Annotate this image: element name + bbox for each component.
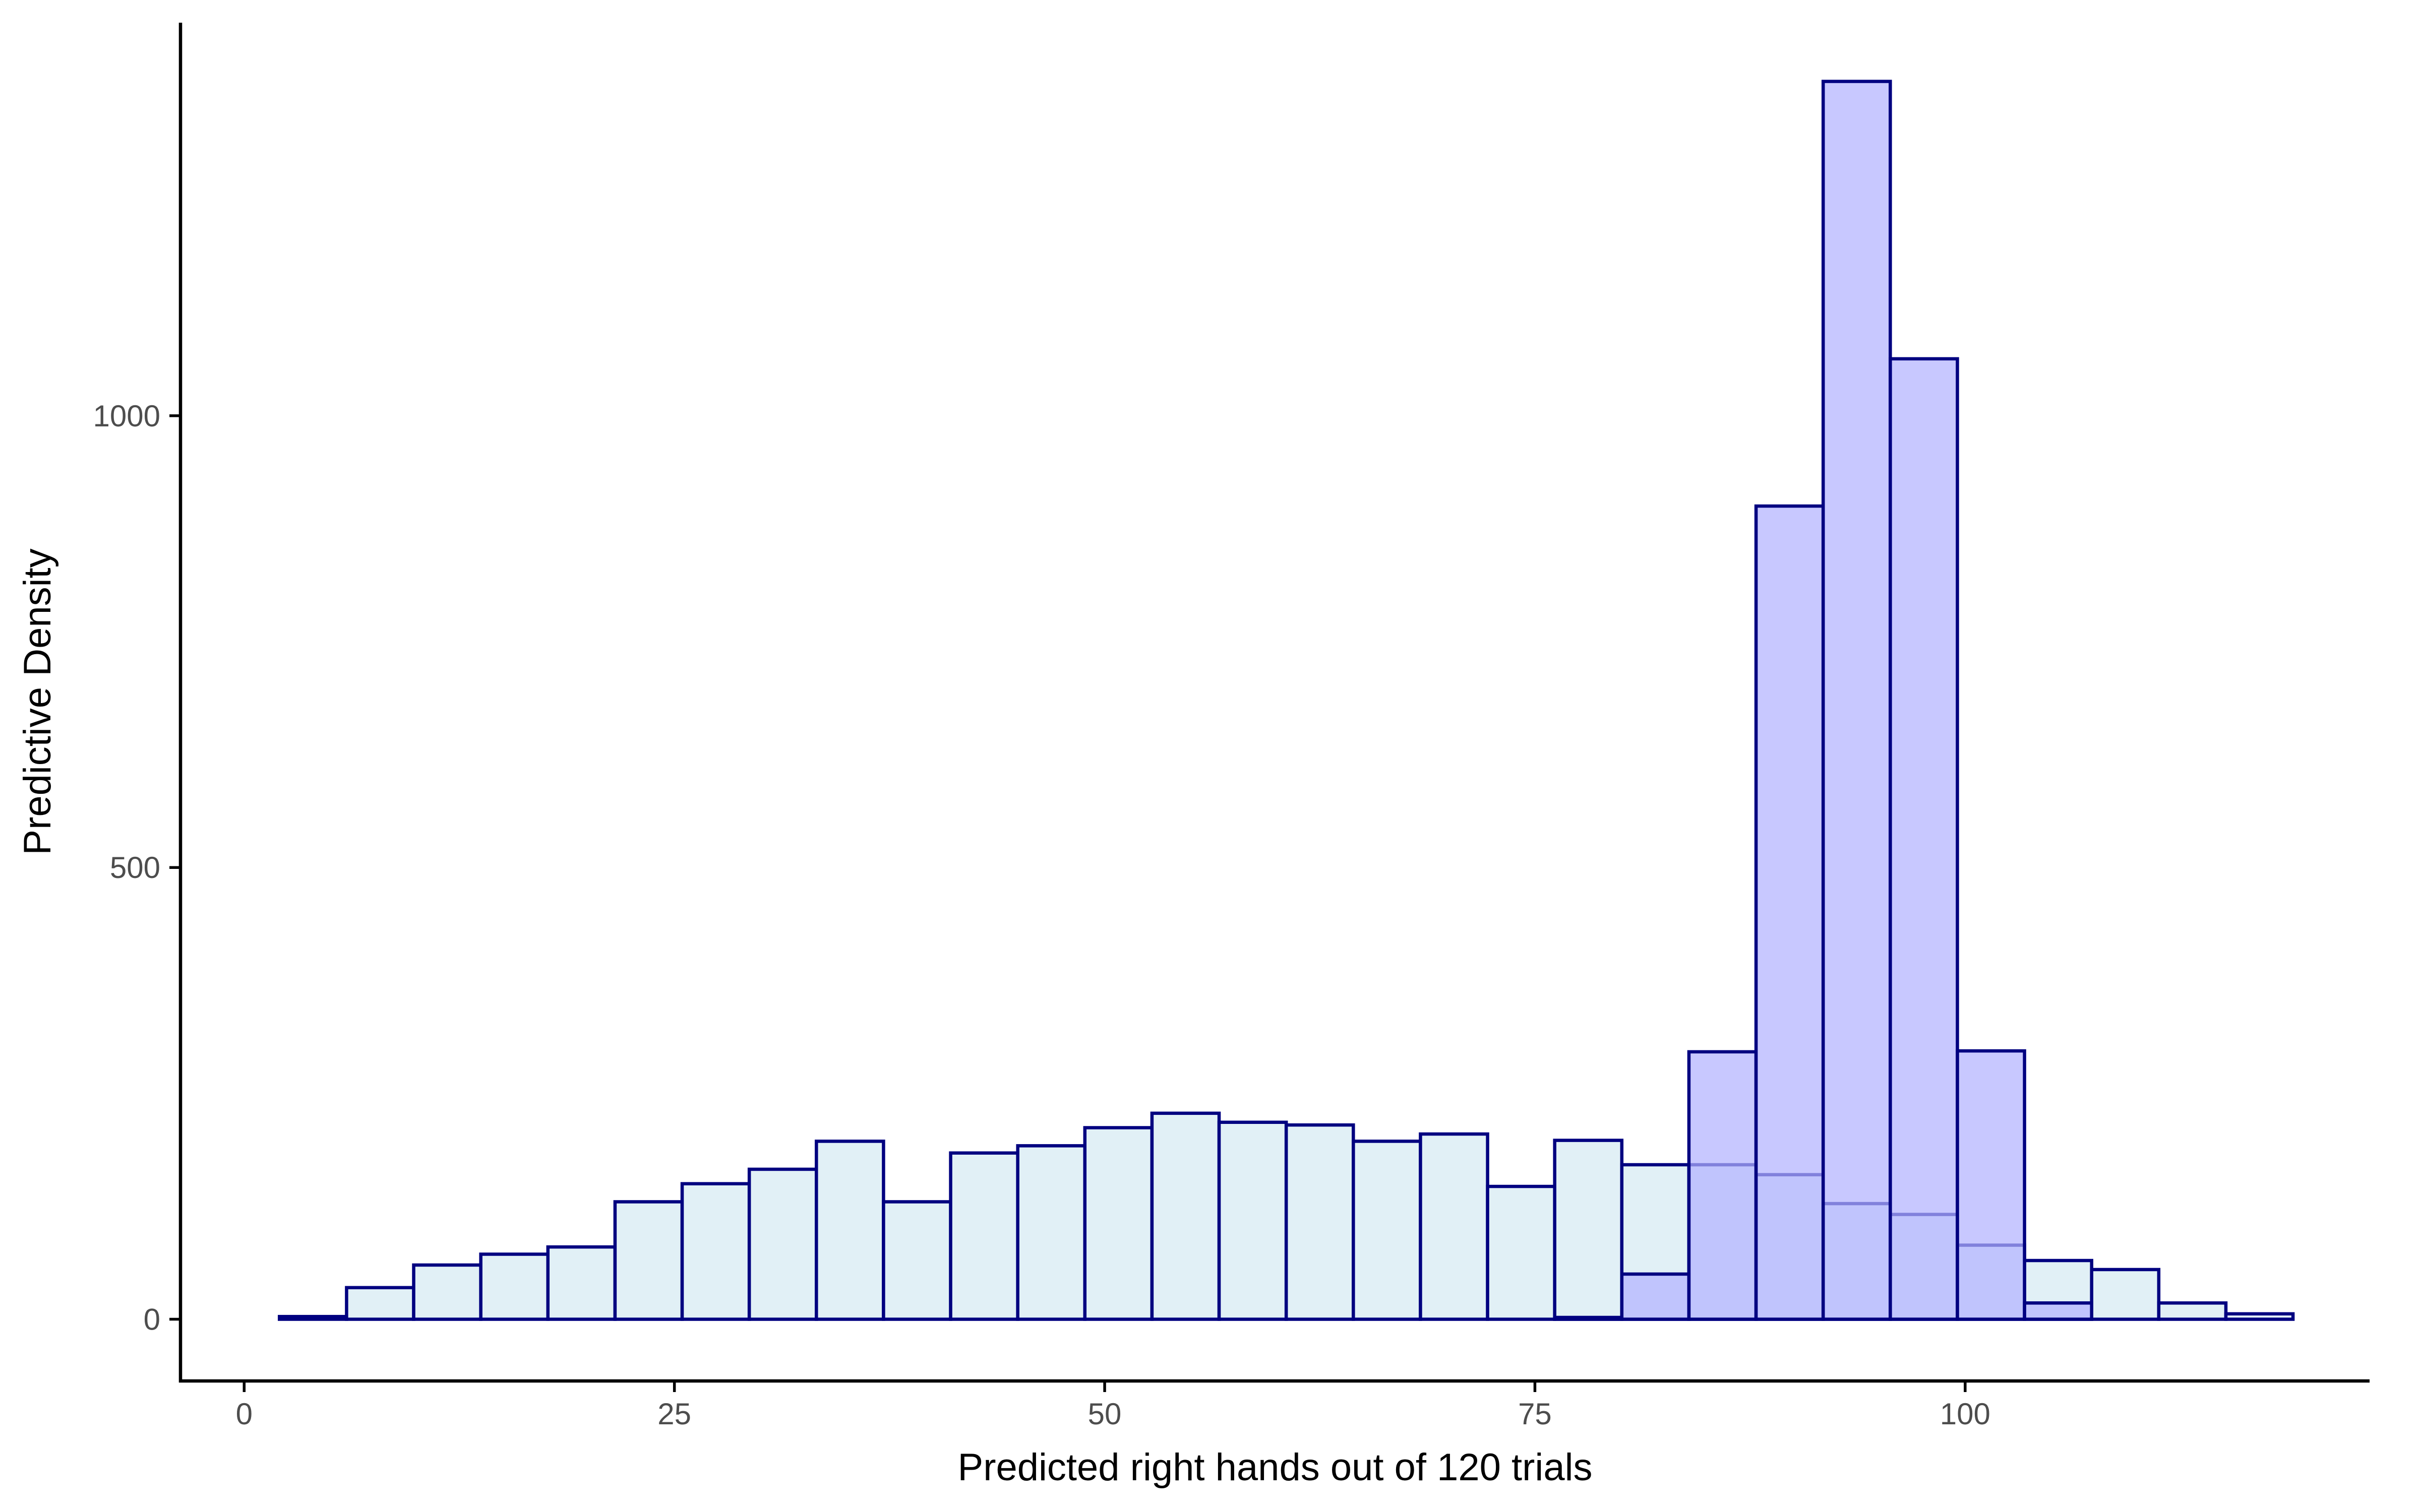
bar-series1-bin-9 xyxy=(815,1140,885,1321)
bar-series2-bin-21 xyxy=(1620,1272,1691,1321)
bar-series1-bin-14 xyxy=(1150,1111,1221,1321)
bar-series1-bin-1 xyxy=(278,1314,348,1321)
series-1 xyxy=(278,1111,2295,1321)
bar-series1-bin-5 xyxy=(546,1245,617,1321)
axes-layer xyxy=(178,23,2370,1383)
bar-series1-bin-13 xyxy=(1083,1126,1154,1321)
bar-series1-bin-4 xyxy=(479,1252,550,1321)
bar-series1-bin-30 xyxy=(2224,1312,2295,1321)
bar-series1-bin-15 xyxy=(1217,1120,1288,1321)
bar-series1-bin-20 xyxy=(1553,1139,1624,1321)
y-tick-label: 1000 xyxy=(93,399,160,433)
y-tick-label: 500 xyxy=(110,851,160,885)
series-2 xyxy=(1553,80,2093,1321)
bars-layer xyxy=(278,80,2295,1321)
bar-series1-bin-16 xyxy=(1284,1123,1355,1321)
bar-series2-bin-25 xyxy=(1889,357,1959,1321)
bar-series1-bin-19 xyxy=(1486,1184,1556,1321)
bar-series1-bin-11 xyxy=(949,1151,1019,1321)
bar-series2-bin-23 xyxy=(1754,504,1825,1321)
bar-series1-bin-29 xyxy=(2157,1301,2228,1321)
x-tick-label: 25 xyxy=(657,1397,691,1431)
bar-series1-bin-8 xyxy=(747,1167,818,1321)
bar-series2-bin-20 xyxy=(1553,1315,1624,1321)
bar-series2-bin-24 xyxy=(1821,80,1892,1321)
bar-series2-bin-27 xyxy=(2023,1301,2093,1321)
bar-series1-bin-7 xyxy=(680,1182,751,1321)
x-axis-title: Predicted right hands out of 120 trials xyxy=(958,1446,1593,1489)
bar-series1-bin-28 xyxy=(2090,1268,2161,1321)
bar-series1-bin-10 xyxy=(882,1200,952,1321)
bar-series2-bin-26 xyxy=(1956,1049,2026,1321)
bar-series1-bin-18 xyxy=(1419,1132,1489,1321)
y-tick-label: 0 xyxy=(144,1303,160,1337)
bar-series1-bin-17 xyxy=(1352,1140,1422,1321)
bar-series1-bin-6 xyxy=(613,1200,684,1321)
bar-series1-bin-2 xyxy=(345,1286,415,1321)
bar-series1-bin-12 xyxy=(1016,1144,1087,1321)
bar-series2-bin-22 xyxy=(1687,1050,1758,1321)
x-tick-label: 0 xyxy=(236,1397,253,1431)
x-tick-label: 50 xyxy=(1088,1397,1122,1431)
x-tick-label: 100 xyxy=(1940,1397,1990,1431)
y-axis-title: Predictive Density xyxy=(16,548,59,855)
x-tick-label: 75 xyxy=(1518,1397,1552,1431)
bar-series1-bin-3 xyxy=(412,1263,482,1321)
